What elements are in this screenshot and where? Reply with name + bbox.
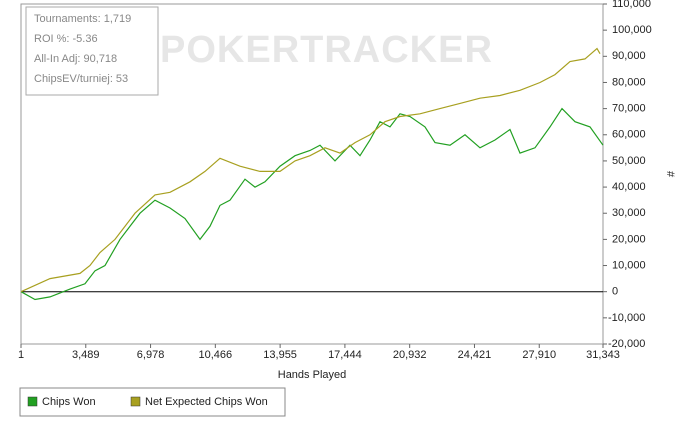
series-line [20,47,601,293]
y-tick-label: 0 [612,286,618,298]
stat-line: All-In Adj: 90,718 [34,53,117,65]
y-tick-label: 70,000 [612,103,646,115]
legend-label: Chips Won [42,396,96,408]
y-tick-label: 20,000 [612,233,646,245]
watermark: POKERTRACKER [160,29,493,71]
legend-box [19,387,286,417]
y-tick-label: 80,000 [612,76,646,88]
x-tick-label: 24,421 [458,349,492,361]
y-tick-label: -20,000 [608,338,645,350]
y-tick-label: 110,000 [612,0,651,10]
x-tick-label: 10,466 [198,349,232,361]
x-tick-label: 27,910 [522,349,556,361]
legend-swatch [130,396,141,407]
x-axis-label: Hands Played [278,369,347,381]
x-tick-label: 20,932 [393,349,427,361]
x-tick-label: 6,978 [137,349,165,361]
stats-box [25,6,159,96]
stat-line: ChipsEV/turniej: 53 [34,73,128,85]
plot-frame [20,3,604,345]
x-tick-label: 17,444 [328,349,362,361]
x-tick-label: 1 [18,349,24,361]
legend-swatch [27,396,38,407]
y-tick-label: 60,000 [612,129,646,141]
y-tick-label: 10,000 [612,259,646,271]
stat-line: Tournaments: 1,719 [34,13,131,25]
x-tick-label: 3,489 [72,349,100,361]
y-tick-label: 40,000 [612,181,646,193]
y-tick-label: 50,000 [612,155,646,167]
series-line [20,107,604,301]
y-tick-label: 90,000 [612,50,646,62]
y-tick-label: 30,000 [612,207,646,219]
y-axis-label: # [664,171,676,178]
x-tick-label: 31,343 [586,349,620,361]
stat-line: ROI %: -5.36 [34,33,98,45]
legend-label: Net Expected Chips Won [145,396,268,408]
y-tick-label: 100,000 [612,24,652,36]
x-tick-label: 13,955 [263,349,297,361]
y-tick-label: -10,000 [608,312,645,324]
